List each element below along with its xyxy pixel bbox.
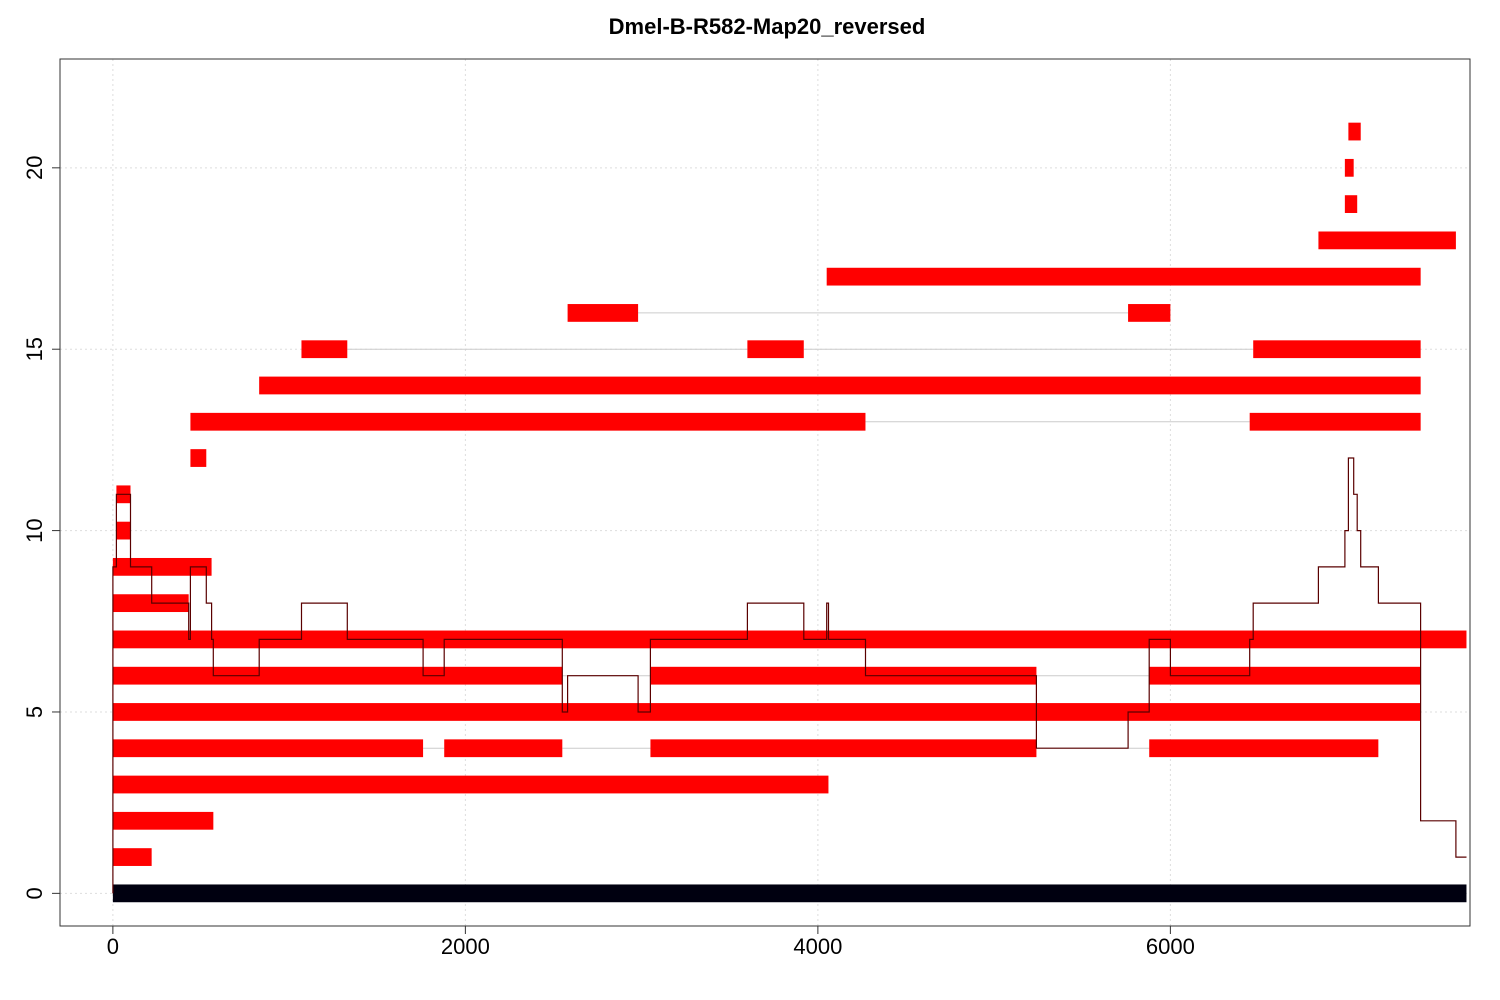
coverage-line bbox=[112, 457, 1467, 894]
reference-bar bbox=[112, 884, 1467, 903]
read-segment bbox=[650, 739, 1037, 758]
read-segment bbox=[112, 848, 152, 866]
read-segment bbox=[826, 267, 1421, 286]
read-layer bbox=[112, 122, 1467, 866]
y-tick-label: 0 bbox=[22, 887, 47, 899]
read-segment bbox=[116, 521, 131, 540]
read-segment bbox=[112, 630, 1467, 649]
read-segment bbox=[1249, 412, 1421, 431]
read-segment bbox=[1344, 195, 1358, 213]
read-segment bbox=[1149, 739, 1379, 758]
read-segment bbox=[112, 739, 424, 758]
x-tick-label: 6000 bbox=[1146, 934, 1195, 959]
x-axis: 0 2000 4000 6000 bbox=[107, 926, 1195, 959]
read-segment bbox=[112, 775, 829, 794]
read-segment bbox=[190, 412, 866, 431]
read-segment bbox=[1318, 231, 1456, 250]
read-segment bbox=[567, 304, 639, 322]
read-segment bbox=[1149, 666, 1421, 685]
y-axis: 0 5 10 15 20 bbox=[22, 156, 60, 900]
coverage-layer bbox=[112, 457, 1467, 894]
read-segment bbox=[112, 703, 1421, 721]
read-segment bbox=[747, 340, 804, 359]
read-segment bbox=[259, 376, 1421, 395]
read-segment bbox=[112, 594, 189, 613]
reference-layer bbox=[112, 884, 1467, 903]
read-segment bbox=[1344, 158, 1354, 177]
chart-title: Dmel-B-R582-Map20_reversed bbox=[608, 14, 926, 39]
read-segment bbox=[301, 340, 348, 359]
x-tick-label: 0 bbox=[107, 934, 119, 959]
read-segment bbox=[190, 449, 207, 467]
plot-background bbox=[60, 59, 1470, 926]
read-segment bbox=[444, 739, 563, 758]
read-segment bbox=[1253, 340, 1421, 359]
y-tick-label: 5 bbox=[22, 706, 47, 718]
read-segment bbox=[1348, 122, 1361, 141]
read-segment bbox=[650, 666, 1037, 685]
y-tick-label: 10 bbox=[22, 518, 47, 542]
read-segment bbox=[1128, 304, 1171, 322]
y-tick-label: 15 bbox=[22, 337, 47, 361]
plot-frame bbox=[59, 58, 1471, 927]
y-tick-label: 20 bbox=[22, 156, 47, 180]
x-tick-label: 4000 bbox=[793, 934, 842, 959]
read-segment bbox=[112, 666, 563, 685]
x-tick-label: 2000 bbox=[441, 934, 490, 959]
read-segment bbox=[112, 557, 212, 576]
read-segment bbox=[112, 811, 214, 830]
